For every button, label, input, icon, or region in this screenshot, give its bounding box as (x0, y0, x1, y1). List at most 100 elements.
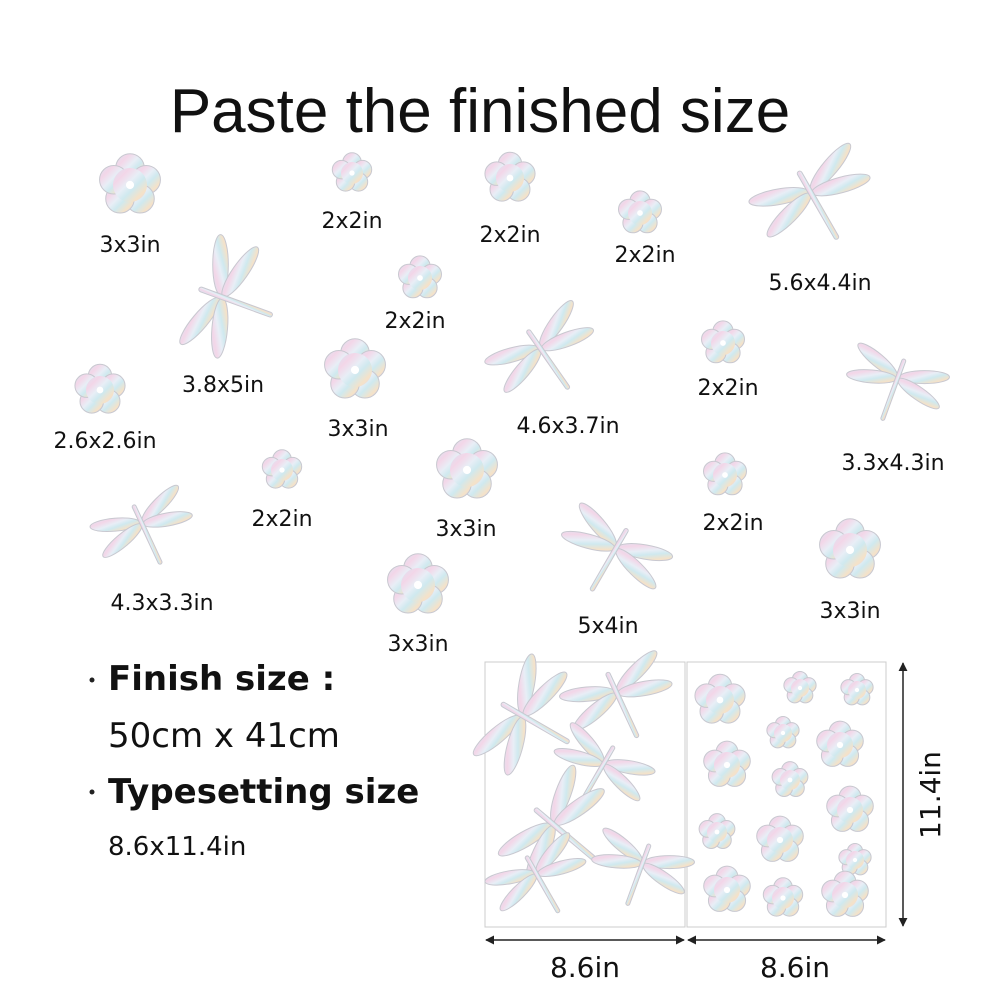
flower-sticker (261, 449, 303, 489)
size-label: 3x3in (99, 233, 160, 258)
flower-hole (96, 386, 104, 394)
flower-sticker (436, 438, 498, 499)
flower-sticker (618, 190, 662, 234)
flower-hole (776, 836, 784, 844)
dragonfly-sticker (846, 342, 950, 421)
flower-hole (841, 891, 849, 899)
flower-sticker (324, 338, 386, 399)
title: Paste the finished size (170, 77, 790, 146)
flower-sticker (99, 153, 161, 214)
flower-sticker (771, 761, 809, 797)
size-label: 2.6x2.6in (53, 429, 156, 454)
flower-sticker (398, 255, 442, 299)
size-label: 5x4in (577, 614, 638, 639)
flower-hole (846, 806, 854, 814)
flower-sticker (816, 720, 864, 767)
flower-sticker (74, 363, 126, 414)
bullet (89, 789, 95, 795)
flower-hole (720, 340, 726, 346)
dragonfly-sticker (484, 300, 594, 393)
size-label: 3x3in (387, 632, 448, 657)
size-label: 2x2in (614, 243, 675, 268)
flower-sticker (838, 842, 872, 876)
dragonfly-sticker (561, 502, 674, 592)
size-label: 2x2in (384, 309, 445, 334)
dragonfly-sticker (748, 142, 871, 240)
size-label: 2x2in (251, 507, 312, 532)
flower-hole (417, 275, 423, 281)
size-label: 3x3in (819, 599, 880, 624)
body (589, 528, 629, 592)
body (131, 504, 163, 565)
body (500, 701, 570, 745)
body (198, 286, 273, 318)
size-label: 4.3x3.3in (110, 591, 213, 616)
flower-hole (462, 465, 472, 475)
body (625, 843, 652, 906)
flower-hole (506, 174, 514, 182)
flower-sticker (826, 785, 874, 832)
size-label: 3.3x4.3in (841, 451, 944, 476)
dragonfly-sticker (559, 650, 673, 739)
flower-sticker (756, 815, 804, 862)
body (796, 170, 840, 240)
size-label: 4.6x3.7in (516, 414, 619, 439)
finish-value: 50cm x 41cm (108, 716, 340, 756)
flower-hole (780, 895, 786, 901)
flower-hole (714, 829, 720, 835)
typesetting-value: 8.6x11.4in (108, 832, 246, 862)
size-label: 3x3in (327, 417, 388, 442)
flower-sticker (698, 813, 736, 849)
flower-hole (350, 365, 360, 375)
sticker-list: 3x3in 2x2in 2x2in 2x2in 5.6x4.4in 3.8x5in 2x2i… (53, 142, 950, 657)
flower-sticker (762, 877, 804, 917)
flower-hole (349, 170, 355, 176)
flower-hole (716, 696, 724, 704)
dragonfly-sticker (179, 234, 273, 359)
sheet-stickers (472, 650, 874, 917)
flower-hole (780, 730, 786, 736)
flower-hole (845, 545, 855, 555)
flower-sticker (484, 151, 536, 202)
finish-label: Finish size : (108, 659, 335, 699)
dragonfly-sticker (553, 722, 656, 804)
bullet (89, 677, 95, 683)
body (605, 671, 640, 739)
width-label: 8.6in (760, 951, 830, 984)
size-label: 2x2in (321, 209, 382, 234)
dragonfly-sticker (472, 653, 570, 776)
flower-hole (125, 180, 135, 190)
flower-sticker (783, 670, 817, 704)
flower-hole (413, 580, 423, 590)
flower-hole (836, 741, 844, 749)
size-label: 3x3in (435, 517, 496, 542)
flower-hole (787, 777, 793, 783)
flower-sticker (703, 740, 751, 787)
body (880, 358, 907, 421)
size-label: 2x2in (702, 511, 763, 536)
flower-sticker (821, 870, 869, 917)
dragonfly-sticker (591, 827, 695, 906)
flower-hole (279, 467, 285, 473)
size-label: 5.6x4.4in (768, 271, 871, 296)
flower-hole (722, 472, 728, 478)
flower-sticker (819, 518, 881, 579)
flower-hole (852, 857, 858, 863)
flower-sticker (703, 452, 747, 496)
flower-hole (723, 761, 731, 769)
flower-hole (854, 687, 860, 693)
height-label: 11.4in (914, 751, 947, 839)
size-label: 3.8x5in (182, 373, 264, 398)
body (524, 855, 561, 914)
flower-sticker (840, 672, 874, 706)
body (526, 329, 571, 390)
width-label: 8.6in (550, 951, 620, 984)
dragonfly-sticker (484, 832, 587, 914)
flower-sticker (694, 673, 746, 724)
flower-hole (723, 886, 731, 894)
size-label: 2x2in (697, 376, 758, 401)
flower-sticker (701, 320, 745, 364)
size-label: 2x2in (479, 223, 540, 248)
typesetting-label: Typesetting size (108, 772, 419, 812)
dragonfly-sticker (89, 484, 193, 565)
